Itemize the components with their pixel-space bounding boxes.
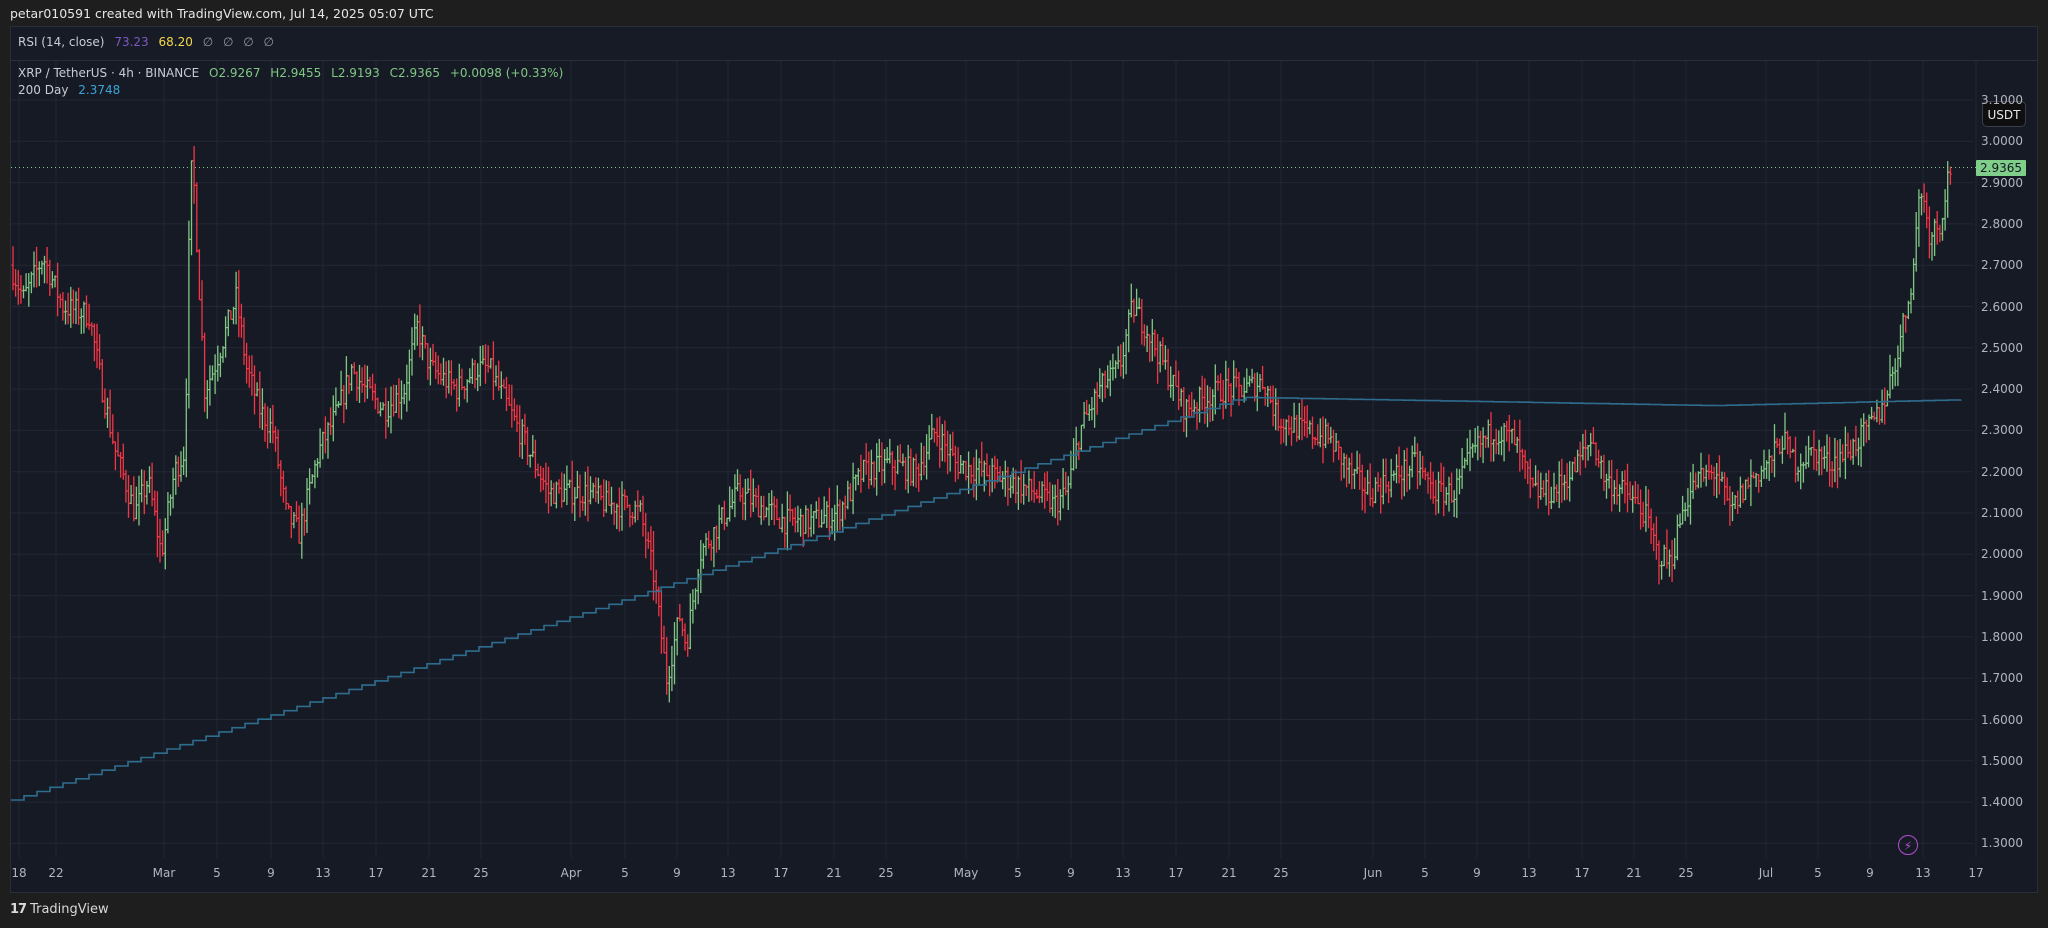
time-axis-label: Apr bbox=[560, 866, 582, 880]
price-axis-label: 1.9000 bbox=[1981, 588, 2023, 603]
time-axis-label: 21 bbox=[1221, 866, 1237, 880]
rsi-extra-3: ∅ bbox=[243, 35, 254, 49]
price-axis-label: 2.5000 bbox=[1981, 340, 2023, 355]
time-axis-label: 5 bbox=[1814, 866, 1822, 880]
price-axis-label: 2.6000 bbox=[1981, 299, 2023, 314]
ma-label: 200 Day bbox=[18, 83, 69, 97]
time-axis-label: May bbox=[953, 866, 979, 880]
ma-legend: 200 Day 2.3748 bbox=[18, 83, 126, 97]
time-axis-label: 5 bbox=[1014, 866, 1022, 880]
time-axis[interactable]: 18 22 Mar 5 9 13 17 21 25 Apr 5 9 13 17 21 25 May 5 9 13 17 2… bbox=[11, 858, 2037, 892]
rsi-pane[interactable]: RSI (14, close) 73.23 68.20 ∅ ∅ ∅ ∅ bbox=[11, 27, 2037, 61]
rsi-legend: RSI (14, close) 73.23 68.20 ∅ ∅ ∅ ∅ bbox=[18, 35, 280, 49]
time-axis-label: 25 bbox=[878, 866, 894, 880]
rsi-value: 73.23 bbox=[114, 35, 149, 49]
time-axis-label: 17 bbox=[1574, 866, 1590, 880]
price-axis-label: 2.1000 bbox=[1981, 506, 2023, 520]
time-axis-label: Jun bbox=[1363, 866, 1383, 880]
rsi-extra-1: ∅ bbox=[202, 35, 214, 49]
time-axis-label: 17 bbox=[368, 866, 384, 880]
price-axis-label: 2.9000 bbox=[1981, 175, 2023, 190]
symbol-title: XRP / TetherUS · 4h · BINANCE bbox=[18, 66, 200, 80]
price-axis-label: 2.2000 bbox=[1981, 464, 2023, 479]
time-axis-label: 25 bbox=[473, 866, 489, 880]
time-axis-label: 5 bbox=[621, 866, 629, 880]
time-axis-label: 13 bbox=[720, 866, 736, 880]
ohlc-chart[interactable] bbox=[11, 61, 2037, 858]
price-axis-label: 1.7000 bbox=[1981, 671, 2023, 686]
price-axis-label: 1.8000 bbox=[1981, 629, 2023, 644]
last-price-label: 2.9365 bbox=[1976, 159, 2026, 176]
rsi-label: RSI (14, close) bbox=[18, 35, 105, 49]
time-axis-label: 21 bbox=[421, 866, 437, 880]
lightning-icon[interactable]: ⚡ bbox=[1898, 835, 1918, 855]
time-axis-label: 22 bbox=[48, 866, 64, 880]
symbol-legend: XRP / TetherUS · 4h · BINANCE O2.9267 H2… bbox=[18, 66, 569, 80]
time-axis-label: 25 bbox=[1678, 866, 1694, 880]
time-axis-label: 13 bbox=[315, 866, 331, 880]
tradingview-brand: TradingView bbox=[30, 902, 109, 917]
price-axis-label: 2.8000 bbox=[1981, 216, 2023, 231]
price-axis-label: 2.4000 bbox=[1981, 382, 2023, 397]
ohlc-change: +0.0098 (+0.33%) bbox=[449, 66, 564, 80]
attribution-header: petar010591 created with TradingView.com… bbox=[10, 6, 434, 21]
time-axis-label: 25 bbox=[1273, 866, 1289, 880]
price-axis-label: 3.0000 bbox=[1981, 134, 2023, 149]
ma-value: 2.3748 bbox=[78, 83, 121, 97]
time-axis-label: 9 bbox=[267, 866, 275, 880]
rsi-extra-4: ∅ bbox=[263, 35, 274, 49]
time-axis-label: 9 bbox=[1067, 866, 1075, 880]
time-axis-label: 9 bbox=[673, 866, 681, 880]
price-axis-label: 2.7000 bbox=[1981, 258, 2023, 273]
time-axis-label: Jul bbox=[1758, 866, 1774, 880]
ohlc-close: C2.9365 bbox=[389, 66, 441, 80]
tradingview-logo-icon: 17 bbox=[10, 902, 27, 917]
price-axis-label: 2.0000 bbox=[1981, 547, 2023, 562]
time-axis-label: 13 bbox=[1521, 866, 1537, 880]
rsi-extra-2: ∅ bbox=[222, 35, 234, 49]
time-axis-label: 9 bbox=[1866, 866, 1874, 880]
currency-button[interactable]: USDT bbox=[1982, 101, 2026, 127]
price-axis-label: 2.3000 bbox=[1981, 423, 2023, 438]
time-axis-label: Mar bbox=[152, 866, 176, 880]
price-axis-label: 1.5000 bbox=[1981, 753, 2023, 768]
rsi-signal-value: 68.20 bbox=[158, 35, 193, 49]
price-pane[interactable]: XRP / TetherUS · 4h · BINANCE O2.9267 H2… bbox=[11, 61, 2037, 858]
ohlc-low: L2.9193 bbox=[331, 66, 380, 80]
time-axis-label: 13 bbox=[1915, 866, 1931, 880]
chart-frame: RSI (14, close) 73.23 68.20 ∅ ∅ ∅ ∅ XRP … bbox=[10, 26, 2038, 893]
time-axis-label: 21 bbox=[826, 866, 842, 880]
ohlc-open: O2.9267 bbox=[209, 66, 261, 80]
time-axis-label: 5 bbox=[213, 866, 221, 880]
ohlc-high: H2.9455 bbox=[270, 66, 322, 80]
time-axis-label: 17 bbox=[1968, 866, 1984, 880]
footer: 17 TradingView bbox=[10, 902, 109, 917]
price-axis-label: 1.6000 bbox=[1981, 712, 2023, 727]
time-axis-label: 9 bbox=[1473, 866, 1481, 880]
time-axis-label: 17 bbox=[773, 866, 789, 880]
price-axis-label: 3.1000 bbox=[1981, 93, 2023, 107]
time-axis-label: 17 bbox=[1168, 866, 1184, 880]
time-axis-label: 18 bbox=[11, 866, 27, 880]
time-axis-label: 5 bbox=[1421, 866, 1429, 880]
price-axis-label: 1.3000 bbox=[1981, 836, 2023, 851]
price-axis-label: 1.4000 bbox=[1981, 795, 2023, 810]
time-axis-label: 13 bbox=[1115, 866, 1131, 880]
time-axis-label: 21 bbox=[1626, 866, 1642, 880]
